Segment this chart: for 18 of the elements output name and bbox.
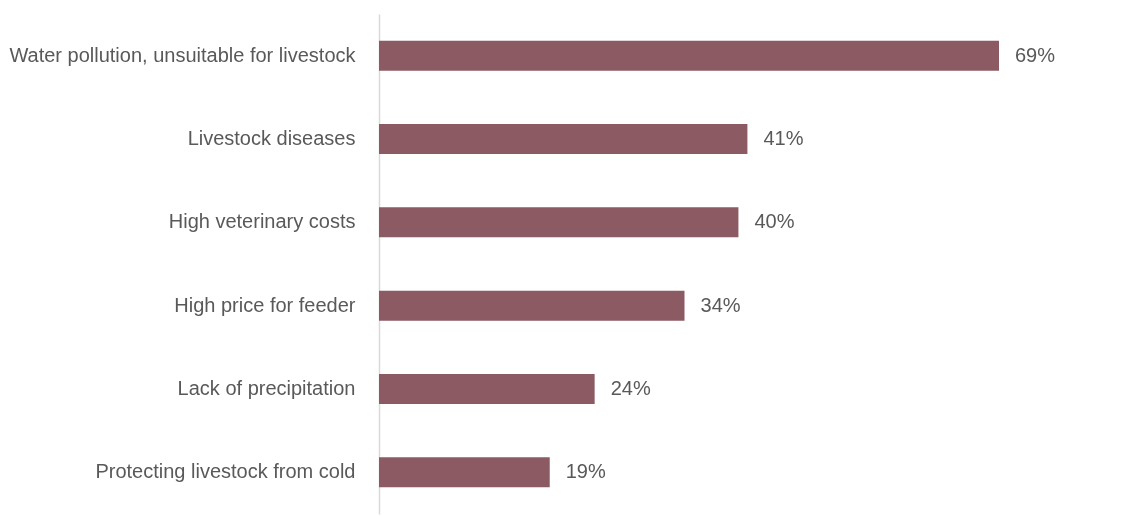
bar: [379, 290, 685, 321]
data-label: 69%: [1015, 43, 1056, 66]
y-tick-label: Lack of precipitation: [177, 377, 356, 399]
bar: [379, 40, 999, 71]
data-label: 41%: [763, 127, 804, 149]
y-tick-label: High price for feeder: [174, 293, 356, 316]
y-tick-label: Water pollution, unsuitable for livestock: [9, 43, 357, 66]
bar: [379, 374, 595, 404]
data-label: 40%: [754, 210, 795, 233]
bar: [379, 124, 748, 154]
data-label: 19%: [565, 460, 606, 483]
bar: [379, 207, 739, 238]
data-label: 34%: [700, 293, 741, 316]
y-tick-label: High veterinary costs: [168, 210, 356, 233]
y-tick-label: Protecting livestock from cold: [95, 460, 356, 483]
bar: [379, 457, 550, 488]
y-tick-label: Livestock diseases: [187, 127, 356, 149]
data-label: 24%: [610, 377, 651, 399]
